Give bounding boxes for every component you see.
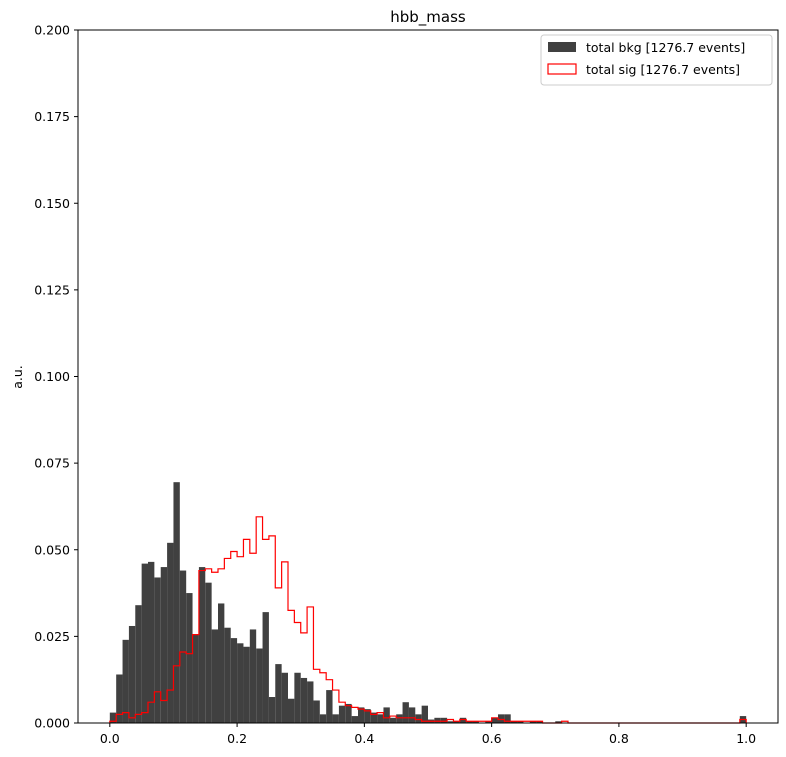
bkg-bar — [396, 714, 403, 723]
bkg-bar — [275, 664, 282, 723]
bkg-bar — [383, 707, 390, 723]
bkg-bar — [122, 639, 129, 723]
bkg-bar — [555, 721, 562, 723]
bkg-bar — [313, 700, 320, 723]
bkg-bar — [135, 605, 142, 723]
bkg-bar — [218, 603, 225, 723]
bkg-bar — [351, 716, 358, 723]
legend-swatch-bkg — [548, 42, 576, 52]
bkg-bar — [364, 709, 371, 723]
bkg-bar — [453, 721, 460, 723]
bkg-bar — [402, 702, 409, 723]
bkg-bar — [440, 717, 448, 723]
bkg-bar — [294, 672, 301, 723]
y-axis-ticks: 0.000 0.025 0.050 0.075 0.100 0.125 0.150 0.175… — [34, 23, 78, 731]
bkg-bar — [160, 567, 168, 723]
bkg-bars — [109, 482, 747, 723]
x-tick-label: 0.6 — [482, 731, 502, 746]
bkg-bar — [498, 714, 505, 723]
bkg-bar — [485, 721, 492, 723]
y-tick-label: 0.050 — [34, 542, 70, 557]
bkg-bar — [262, 612, 269, 723]
bkg-bar — [237, 643, 244, 723]
bkg-bar — [249, 629, 257, 723]
legend-swatch-sig — [547, 63, 577, 75]
bkg-bar — [211, 629, 218, 723]
bkg-bar — [307, 681, 314, 723]
bkg-bar — [179, 570, 187, 723]
bkg-bar — [268, 697, 276, 723]
bkg-bar — [198, 567, 206, 723]
bkg-bar — [504, 714, 511, 723]
bkg-bar — [186, 593, 193, 723]
bkg-bar — [536, 721, 543, 723]
bkg-bar — [459, 717, 467, 723]
bkg-bar — [358, 707, 365, 723]
bkg-bar — [370, 712, 378, 723]
bkg-bar — [192, 634, 199, 723]
x-axis-ticks: 0.0 0.2 0.4 0.6 0.8 1.0 — [100, 723, 756, 746]
y-axis-label: a.u. — [10, 365, 25, 389]
bkg-bar — [332, 714, 339, 723]
bkg-bar — [472, 721, 479, 723]
bkg-bar — [338, 705, 346, 723]
bkg-bar — [408, 707, 416, 723]
y-tick-label: 0.100 — [34, 369, 70, 384]
y-tick-label: 0.025 — [34, 629, 70, 644]
bkg-bar — [148, 561, 155, 723]
bkg-bar — [116, 674, 123, 723]
bkg-bar — [243, 646, 250, 723]
legend-frame — [540, 34, 773, 86]
bkg-bar — [288, 698, 295, 723]
bkg-bar — [281, 672, 288, 723]
x-tick-label: 0.4 — [354, 731, 374, 746]
bkg-bar — [415, 714, 422, 723]
y-tick-label: 0.150 — [34, 196, 70, 211]
bkg-bar — [517, 721, 524, 723]
bkg-bar — [466, 721, 473, 723]
bkg-bar — [421, 705, 428, 723]
x-tick-label: 0.8 — [609, 731, 629, 746]
legend: total bkg [1276.7 events] total sig [127… — [540, 34, 773, 86]
bkg-bar — [326, 690, 333, 723]
plot-frame — [77, 29, 779, 724]
y-tick-label: 0.075 — [34, 456, 70, 471]
bkg-bar — [377, 714, 384, 723]
bkg-bar — [529, 721, 537, 723]
bkg-bar — [205, 582, 212, 723]
bkg-bar — [167, 542, 174, 723]
bkg-bar — [345, 703, 352, 723]
bkg-bar — [224, 627, 231, 723]
bkg-bar — [109, 712, 117, 723]
y-tick-label: 0.125 — [34, 282, 70, 297]
bkg-bar — [300, 677, 308, 723]
x-tick-label: 0.0 — [100, 731, 120, 746]
bkg-bar — [319, 714, 327, 723]
bkg-bar — [154, 577, 161, 723]
legend-label-bkg: total bkg [1276.7 events] — [586, 40, 745, 55]
bkg-bar — [447, 721, 454, 723]
bkg-bar — [434, 717, 441, 723]
y-tick-label: 0.200 — [34, 23, 70, 38]
bkg-bar — [141, 563, 148, 723]
y-tick-label: 0.175 — [34, 109, 70, 124]
y-tick-label: 0.000 — [34, 716, 70, 731]
x-tick-label: 0.2 — [227, 731, 247, 746]
bkg-bar — [230, 638, 238, 723]
bkg-bar — [510, 721, 518, 723]
bkg-bar — [256, 648, 263, 723]
bkg-bar — [173, 482, 180, 723]
bkg-bar — [128, 625, 136, 723]
legend-label-sig: total sig [1276.7 events] — [586, 62, 740, 77]
bkg-bar — [389, 717, 397, 723]
chart-title: hbb_mass — [390, 8, 466, 27]
x-tick-label: 1.0 — [736, 731, 756, 746]
bkg-bar — [491, 717, 498, 723]
